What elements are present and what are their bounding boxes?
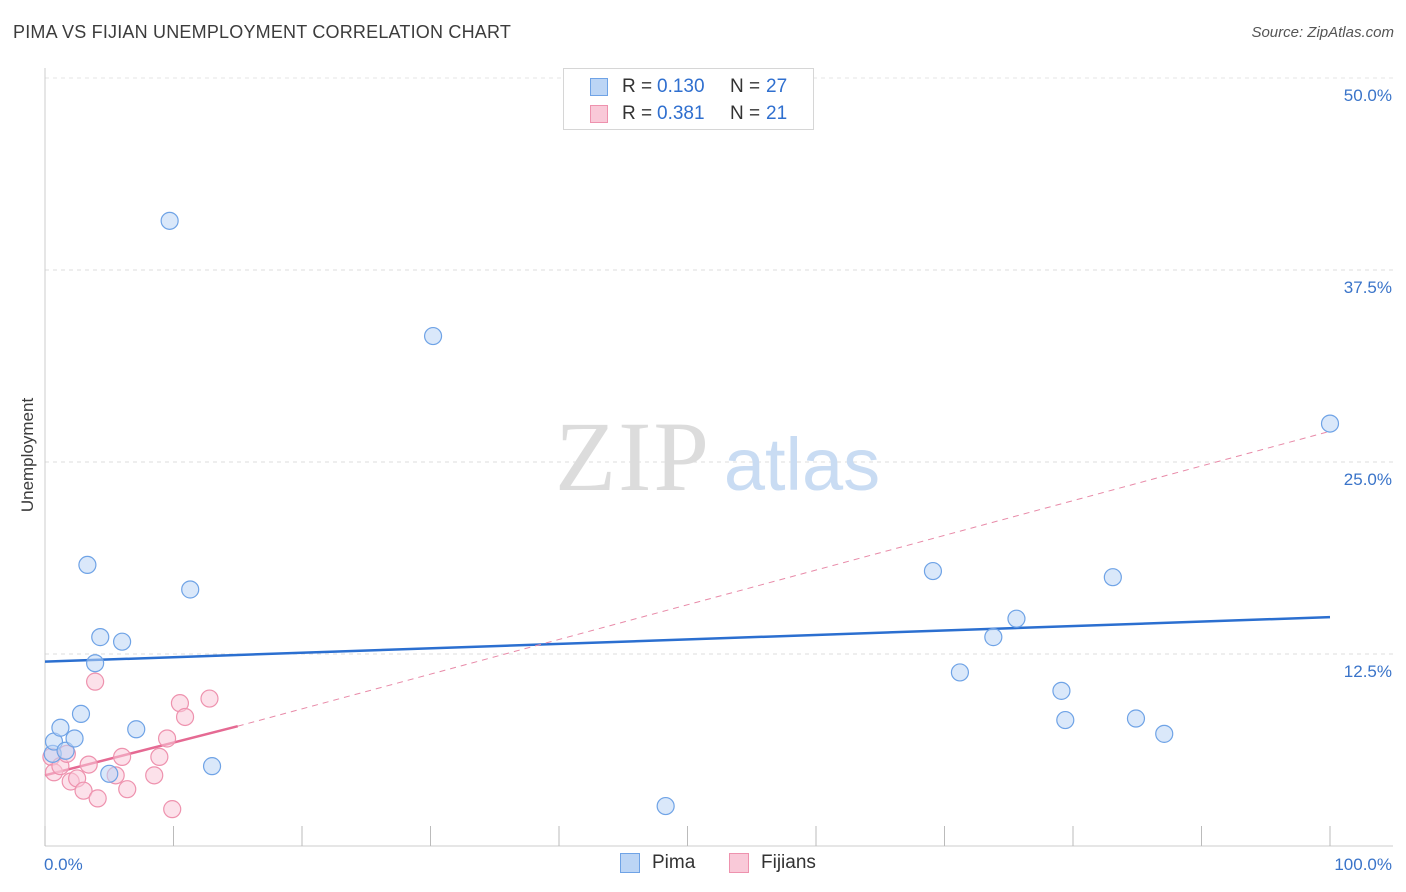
legend-n-value: 21 [766, 103, 788, 124]
data-point-pima [78, 555, 97, 575]
data-point-fijians [86, 672, 105, 691]
data-point-fijians [150, 747, 169, 767]
axes [44, 68, 1393, 847]
data-point-pima [1155, 724, 1174, 743]
data-point-pima [65, 729, 84, 748]
trend-line-pima [44, 615, 1331, 663]
data-point-pima [1056, 710, 1075, 730]
data-point-pima [181, 580, 200, 599]
x-tick-label: 0.0% [44, 855, 83, 874]
data-point-pima [656, 796, 675, 816]
watermark-zip: ZIP [555, 401, 711, 512]
data-points [42, 211, 1340, 819]
data-point-fijians [112, 747, 132, 767]
data-point-pima [91, 628, 110, 647]
source-label: Source: ZipAtlas.com [1251, 24, 1394, 41]
data-point-pima [1103, 568, 1122, 587]
legend-n-value: 27 [766, 76, 788, 97]
legend: R = 0.130 N = 27 R = 0.381 N = 21 [563, 68, 814, 130]
data-point-fijians [200, 689, 219, 708]
data-point-pima [1126, 709, 1146, 728]
trend-line-extension-fijians [237, 430, 1331, 727]
y-tick-label: 50.0% [1344, 86, 1392, 105]
data-point-fijians [157, 729, 177, 748]
grid-lines [45, 77, 1393, 655]
data-point-pima [202, 757, 222, 776]
data-point-pima [100, 764, 119, 783]
data-point-pima [71, 704, 91, 724]
data-point-pima [86, 654, 105, 673]
trend-lines [44, 430, 1331, 777]
legend-r-value: 0.130 [657, 76, 705, 97]
data-point-pima [423, 326, 443, 346]
legend-n-label: N = [730, 76, 761, 97]
trend-line-fijians [44, 724, 239, 777]
data-point-pima [1007, 609, 1026, 628]
data-point-fijians [88, 789, 107, 808]
legend-r-value: 0.381 [657, 103, 705, 124]
legend-swatch-fijians [590, 105, 608, 123]
legend-n-label: N = [730, 103, 761, 124]
data-point-pima [1320, 414, 1340, 433]
data-point-fijians [163, 800, 182, 819]
bottom-legend-label-fijians: Fijians [761, 852, 816, 873]
data-point-fijians [145, 766, 164, 785]
x-tick-label: 100.0% [1334, 855, 1392, 874]
data-point-pima [112, 632, 132, 651]
bottom-legend-swatch-fijians [729, 853, 749, 873]
data-point-pima [1052, 681, 1071, 700]
data-point-pima [56, 741, 75, 760]
watermark-atlas: atlas [724, 423, 880, 506]
data-point-fijians [118, 780, 137, 799]
chart-title: PIMA VS FIJIAN UNEMPLOYMENT CORRELATION … [13, 22, 512, 42]
data-point-pima [160, 211, 179, 230]
data-point-fijians [79, 755, 98, 774]
bottom-legend-swatch-pima [620, 853, 640, 873]
data-point-fijians [175, 707, 195, 727]
legend-swatch-pima [590, 78, 608, 96]
data-point-pima [950, 663, 970, 682]
data-point-pima [51, 718, 70, 737]
legend-r-label: R = [622, 76, 653, 97]
y-tick-label: 12.5% [1344, 662, 1392, 681]
data-point-fijians [74, 781, 93, 800]
bottom-legend-label-pima: Pima [652, 852, 696, 873]
y-tick-label: 37.5% [1344, 278, 1392, 297]
tick-labels: 12.5% 25.0% 37.5% 50.0% 0.0% 100.0% [44, 86, 1392, 874]
data-point-pima [127, 720, 146, 739]
data-point-pima [984, 628, 1003, 647]
data-point-pima [923, 561, 943, 581]
legend-r-label: R = [622, 103, 653, 124]
y-tick-label: 25.0% [1344, 470, 1392, 489]
